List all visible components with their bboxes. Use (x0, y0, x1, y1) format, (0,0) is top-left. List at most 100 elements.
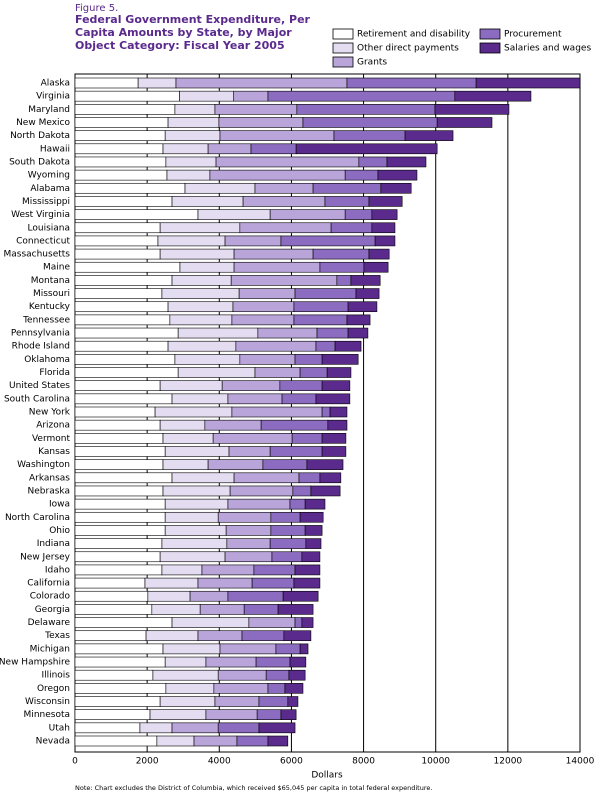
bar-segment (233, 248, 314, 260)
bar-segment (404, 130, 454, 141)
bar-segment (227, 393, 283, 405)
y-tick-label: Oregon (37, 684, 70, 694)
bar-segment (475, 77, 581, 89)
bar-segment (215, 156, 360, 168)
bar-segment (242, 196, 326, 207)
chart-title: Federal Government Expenditure, Per (75, 13, 311, 26)
legend-label: Salaries and wages (504, 44, 591, 54)
bar-segment (204, 419, 262, 431)
bar-segment (363, 261, 389, 273)
bar-segment (269, 446, 323, 457)
bar-segment (302, 117, 438, 128)
y-tick-label: Kansas (38, 447, 70, 457)
bar-segment (74, 327, 179, 339)
y-tick-label: Hawaii (40, 144, 70, 154)
y-tick-label: Ohio (49, 526, 70, 536)
bar-segment (326, 367, 352, 378)
bar-segment (171, 617, 250, 628)
bar-segment (304, 498, 326, 510)
x-tick-label: 0 (72, 757, 78, 767)
bar-segment (159, 380, 223, 391)
bar-segment (217, 722, 260, 734)
bar-segment (319, 472, 342, 484)
bar-segment (74, 551, 161, 563)
bar-segment (159, 551, 226, 563)
bar-segment (74, 709, 151, 720)
bar-segment (74, 340, 169, 352)
y-tick-label: Delaware (28, 618, 71, 628)
legend-swatch (332, 42, 354, 54)
bar-segment (74, 314, 171, 326)
bar-segment (156, 735, 195, 747)
y-tick-label: Missouri (33, 289, 70, 299)
bar-segment (344, 169, 379, 181)
bar-segment (74, 406, 156, 418)
bar-segment (159, 419, 206, 431)
y-tick-label: Virginia (36, 92, 70, 102)
bar-segment (347, 327, 369, 339)
bar-segment (321, 406, 331, 418)
y-tick-label: South Dakota (9, 157, 70, 167)
bar-segment (171, 722, 219, 734)
bar-segment (288, 669, 306, 681)
bar-segment (201, 564, 255, 576)
bar-segment (251, 577, 295, 589)
bar-segment (74, 696, 161, 707)
bar-segment (374, 235, 396, 247)
bar-segment (260, 419, 329, 431)
bar-segment (74, 367, 179, 378)
bar-segment (225, 525, 272, 536)
bar-segment (167, 117, 220, 128)
y-tick-label: New Hampshire (0, 658, 70, 668)
y-tick-label: Maryland (28, 105, 70, 115)
bar-segment (310, 485, 341, 497)
bar-segment (74, 222, 161, 234)
y-tick-label: Iowa (49, 500, 70, 510)
bar-segment (434, 104, 510, 115)
bar-segment (162, 459, 209, 470)
bar-segment (267, 90, 456, 102)
bar-segment (74, 130, 166, 141)
bar-segment (149, 709, 207, 720)
y-tick-label: West Virginia (11, 210, 70, 220)
y-tick-label: Louisiana (28, 223, 71, 233)
bar-segment (197, 630, 243, 642)
bar-segment (74, 498, 166, 510)
bar-segment (280, 235, 376, 247)
bar-segment (321, 446, 347, 457)
bar-segment (224, 235, 282, 247)
y-tick-label: Connecticut (16, 236, 70, 246)
bar-segment (162, 143, 209, 155)
y-tick-label: North Carolina (5, 513, 70, 523)
bar-segment (161, 288, 240, 299)
bar-segment (199, 604, 245, 615)
bar-segment (74, 419, 161, 431)
bar-segment (74, 354, 176, 365)
bar-segment (291, 433, 323, 444)
bar-segment (295, 143, 438, 155)
y-tick-label: Nebraska (28, 486, 70, 496)
bar-segment (279, 380, 323, 391)
bar-segment (269, 209, 346, 220)
legend-swatch (332, 28, 354, 40)
legend-swatch (479, 42, 501, 54)
x-tick-label: 2000 (136, 757, 159, 767)
bar-segment (174, 354, 241, 365)
bar-segment (197, 577, 253, 589)
bar-segment (454, 90, 532, 102)
bar-segment (321, 354, 359, 365)
note: Note: Chart excludes the District of Col… (75, 784, 432, 792)
bar-segment (239, 222, 332, 234)
bar-segment (74, 169, 168, 181)
bar-segment (368, 196, 403, 207)
y-tick-label: Idaho (45, 565, 71, 575)
bar-segment (221, 380, 281, 391)
legend-label: Grants (357, 58, 387, 68)
bar-segment (228, 446, 271, 457)
bar-segment (74, 235, 159, 247)
bar-segment (265, 669, 290, 681)
bar-segment (233, 261, 321, 273)
bar-segment (214, 696, 260, 707)
bar-segment (315, 393, 351, 405)
bar-segment (137, 77, 177, 89)
